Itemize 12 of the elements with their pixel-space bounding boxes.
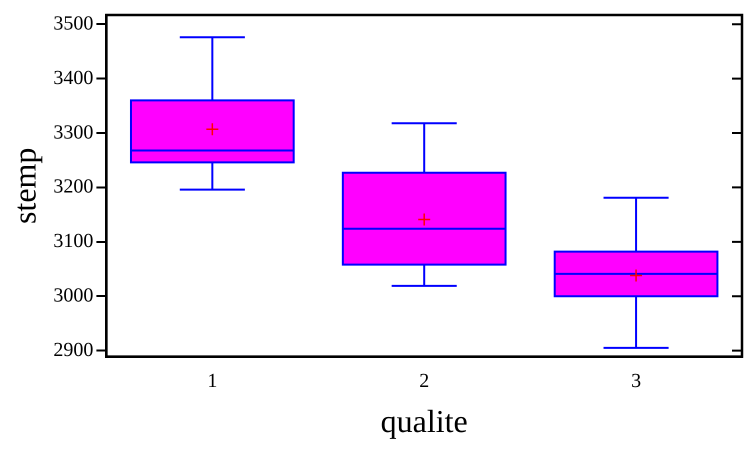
y-tick-label: 3500 bbox=[53, 12, 94, 34]
y-tick-label: 2900 bbox=[53, 338, 94, 361]
y-tick-label: 3000 bbox=[53, 284, 94, 306]
y-axis-title: stemp bbox=[6, 148, 43, 224]
y-tick-label: 3400 bbox=[53, 66, 94, 89]
y-tick-label: 3100 bbox=[53, 230, 94, 252]
x-tick-label: 3 bbox=[631, 370, 642, 392]
y-tick-label: 3300 bbox=[53, 121, 94, 144]
x-tick-label: 1 bbox=[207, 370, 218, 392]
y-tick-label: 3200 bbox=[53, 176, 94, 198]
x-axis-title: qualite bbox=[380, 403, 468, 440]
x-tick-label: 2 bbox=[419, 370, 430, 392]
